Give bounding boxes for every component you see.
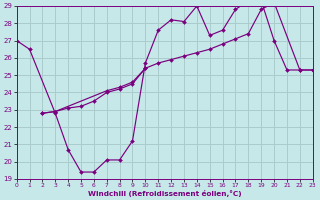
X-axis label: Windchill (Refroidissement éolien,°C): Windchill (Refroidissement éolien,°C) — [88, 190, 242, 197]
